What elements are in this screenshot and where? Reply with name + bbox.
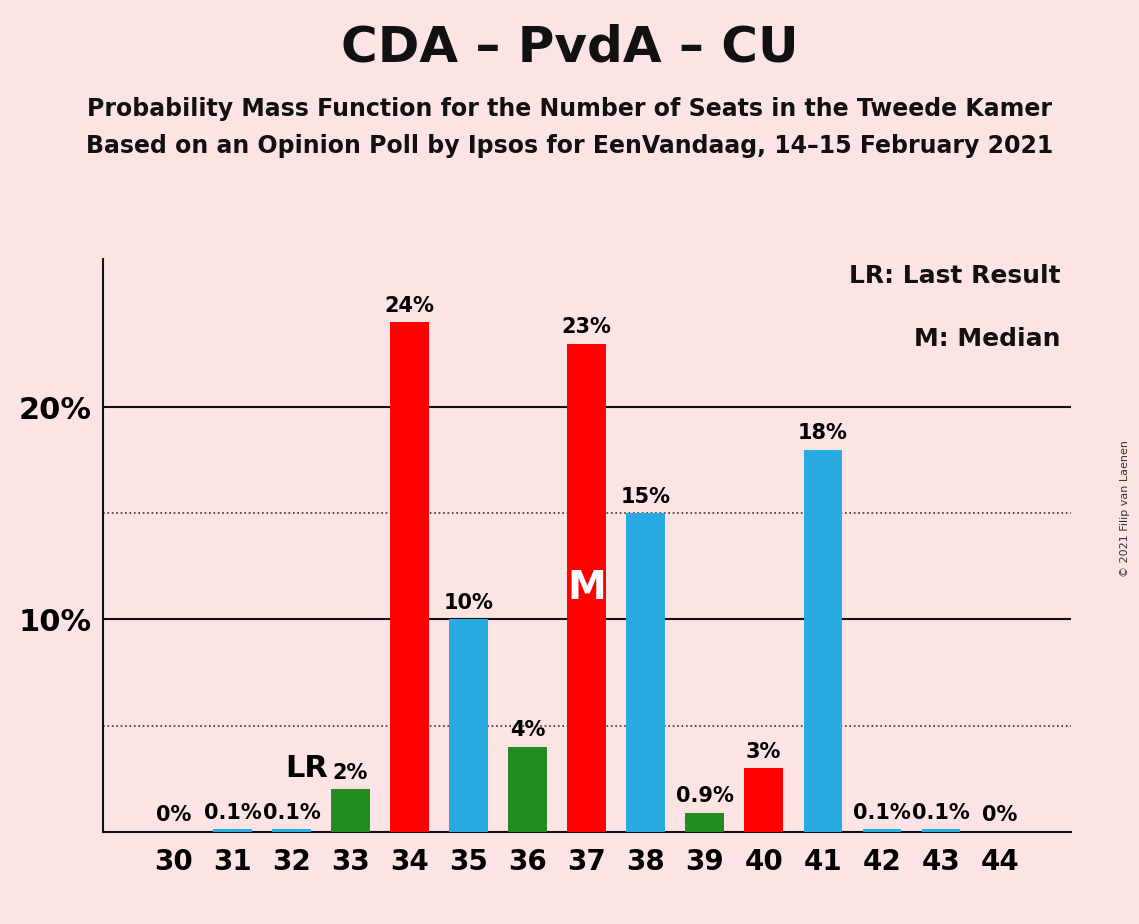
Bar [391,322,428,832]
Text: 23%: 23% [562,317,612,337]
Text: 0%: 0% [982,805,1017,825]
Bar [862,830,901,832]
Text: LR: LR [285,754,328,783]
Text: 0.1%: 0.1% [912,803,969,823]
Bar [745,768,782,832]
Bar [213,830,252,832]
Text: 3%: 3% [746,742,781,761]
Text: 2%: 2% [333,763,368,783]
Bar [567,344,606,832]
Text: 0.9%: 0.9% [675,786,734,806]
Text: 0%: 0% [156,805,191,825]
Text: 10%: 10% [443,593,493,613]
Text: CDA – PvdA – CU: CDA – PvdA – CU [341,23,798,71]
Text: 15%: 15% [621,487,671,507]
Bar [508,747,547,832]
Text: 0.1%: 0.1% [204,803,261,823]
Text: LR: Last Result: LR: Last Result [850,264,1060,288]
Bar [803,450,842,832]
Bar [449,619,487,832]
Bar [331,789,370,832]
Text: M: Median: M: Median [915,327,1060,351]
Text: 4%: 4% [510,721,546,740]
Text: M: M [567,568,606,606]
Bar [626,514,665,832]
Text: Probability Mass Function for the Number of Seats in the Tweede Kamer: Probability Mass Function for the Number… [87,97,1052,121]
Text: Based on an Opinion Poll by Ipsos for EenVandaag, 14–15 February 2021: Based on an Opinion Poll by Ipsos for Ee… [85,134,1054,158]
Text: 18%: 18% [797,423,847,444]
Text: © 2021 Filip van Laenen: © 2021 Filip van Laenen [1121,440,1130,577]
Text: 24%: 24% [385,296,434,316]
Bar [272,830,311,832]
Text: 0.1%: 0.1% [853,803,910,823]
Text: 0.1%: 0.1% [263,803,320,823]
Bar [686,812,724,832]
Bar [921,830,960,832]
